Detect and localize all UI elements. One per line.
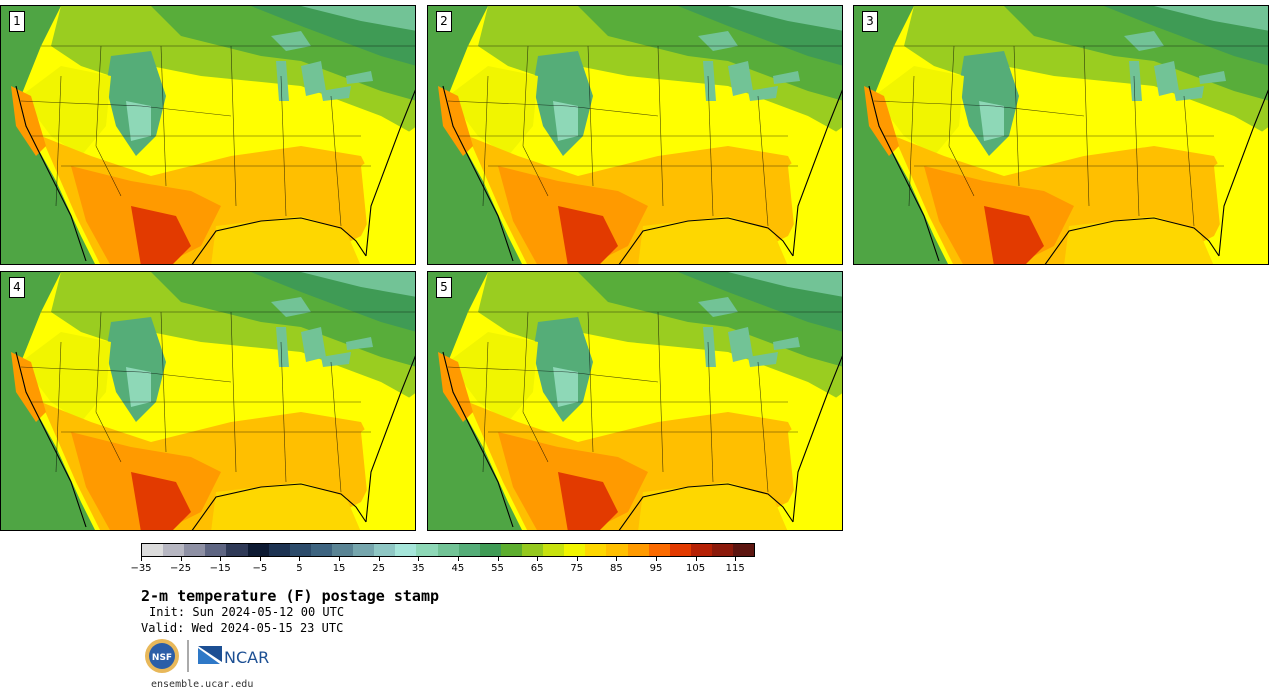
- colorbar-segment: [711, 544, 734, 556]
- site-url: ensemble.ucar.edu: [151, 679, 254, 690]
- colorbar-segment: [268, 544, 290, 556]
- colorbar-tick-label: 35: [411, 563, 425, 574]
- colorbar-segment: [733, 544, 755, 556]
- map-panel-1: 1: [0, 5, 416, 265]
- colorbar-tick-label: −15: [209, 563, 231, 574]
- colorbar-tick-label: 115: [725, 563, 745, 574]
- temperature-map-1: [1, 6, 416, 265]
- colorbar-tick: [695, 557, 697, 561]
- colorbar-tick: [457, 557, 459, 561]
- temperature-map-4: [1, 272, 416, 531]
- colorbar-tick-label: 65: [530, 563, 544, 574]
- colorbar-segment: [690, 544, 712, 556]
- temperature-colorbar: [141, 543, 755, 557]
- colorbar-segment: [163, 544, 185, 556]
- init-time: Init: Sun 2024-05-12 00 UTC: [149, 605, 345, 619]
- colorbar-tick: [497, 557, 499, 561]
- colorbar-segment: [289, 544, 311, 556]
- colorbar-tick-label: 85: [609, 563, 623, 574]
- colorbar-segment: [353, 544, 375, 556]
- colorbar-segment: [310, 544, 332, 556]
- colorbar-segment: [331, 544, 354, 556]
- nsf-logo-icon: NSF: [145, 639, 179, 673]
- chart-title: 2-m temperature (F) postage stamp: [141, 587, 440, 605]
- colorbar-tick-label: 95: [649, 563, 663, 574]
- colorbar-segment: [142, 544, 164, 556]
- colorbar-tick: [378, 557, 380, 561]
- panel-label-3: 3: [862, 11, 878, 32]
- colorbar-segment: [226, 544, 248, 556]
- colorbar-segment: [543, 544, 565, 556]
- colorbar-segment: [374, 544, 396, 556]
- colorbar-segment: [606, 544, 628, 556]
- colorbar-segment: [500, 544, 522, 556]
- colorbar-tick-label: −25: [170, 563, 192, 574]
- colorbar-segment: [585, 544, 607, 556]
- colorbar-tick: [339, 557, 341, 561]
- map-panel-4: 4: [0, 271, 416, 531]
- colorbar-segment: [395, 544, 417, 556]
- colorbar-tick-label: 15: [332, 563, 346, 574]
- temperature-map-2: [428, 6, 843, 265]
- nsf-logo-text: NSF: [152, 653, 172, 663]
- colorbar-tick: [616, 557, 618, 561]
- panel-label-2: 2: [436, 11, 452, 32]
- colorbar-segment: [416, 544, 438, 556]
- colorbar-segment: [479, 544, 501, 556]
- colorbar-tick: [259, 557, 261, 561]
- ncar-logo-icon: NCAR: [198, 646, 269, 667]
- colorbar-tick-label: 5: [296, 563, 303, 574]
- panel-label-1: 1: [9, 11, 25, 32]
- panel-label-4: 4: [9, 277, 25, 298]
- map-panel-3: 3: [853, 5, 1269, 265]
- colorbar-tick-label: −5: [252, 563, 268, 574]
- colorbar-segment: [247, 544, 269, 556]
- colorbar-tick: [299, 557, 301, 561]
- colorbar-ticks: −35 −25 −15 −5 5 15 25 35 45 55 65 75 85 95 105 115: [130, 557, 755, 579]
- colorbar-tick: [418, 557, 420, 561]
- colorbar-tick-label: 55: [491, 563, 504, 574]
- logos: NSF NCAR: [144, 638, 279, 674]
- colorbar-tick: [141, 557, 142, 561]
- colorbar-segment: [648, 544, 670, 556]
- colorbar-tick-label: 105: [686, 563, 706, 574]
- colorbar-tick-label: 75: [570, 563, 584, 574]
- colorbar-segment: [458, 544, 480, 556]
- ncar-logo-text: NCAR: [224, 648, 269, 667]
- temperature-map-5: [428, 272, 843, 531]
- colorbar-segment: [205, 544, 227, 556]
- colorbar-tick: [537, 557, 539, 561]
- colorbar-tick-label: −35: [130, 563, 152, 574]
- colorbar-tick: [180, 557, 182, 561]
- colorbar-segment: [521, 544, 544, 556]
- colorbar-segment: [564, 544, 586, 556]
- colorbar-segment: [437, 544, 459, 556]
- panel-label-5: 5: [436, 277, 452, 298]
- colorbar-tick: [576, 557, 578, 561]
- colorbar-segment: [627, 544, 649, 556]
- colorbar-segment: [184, 544, 206, 556]
- colorbar-segment: [669, 544, 691, 556]
- valid-time: Valid: Wed 2024-05-15 23 UTC: [141, 621, 344, 635]
- colorbar-tick: [735, 557, 737, 561]
- map-panel-2: 2: [427, 5, 843, 265]
- colorbar-tick: [220, 557, 222, 561]
- temperature-map-3: [854, 6, 1269, 265]
- map-panel-5: 5: [427, 271, 843, 531]
- colorbar-tick-label: 25: [372, 563, 386, 574]
- colorbar-tick-label: 45: [451, 563, 465, 574]
- colorbar-tick: [655, 557, 657, 561]
